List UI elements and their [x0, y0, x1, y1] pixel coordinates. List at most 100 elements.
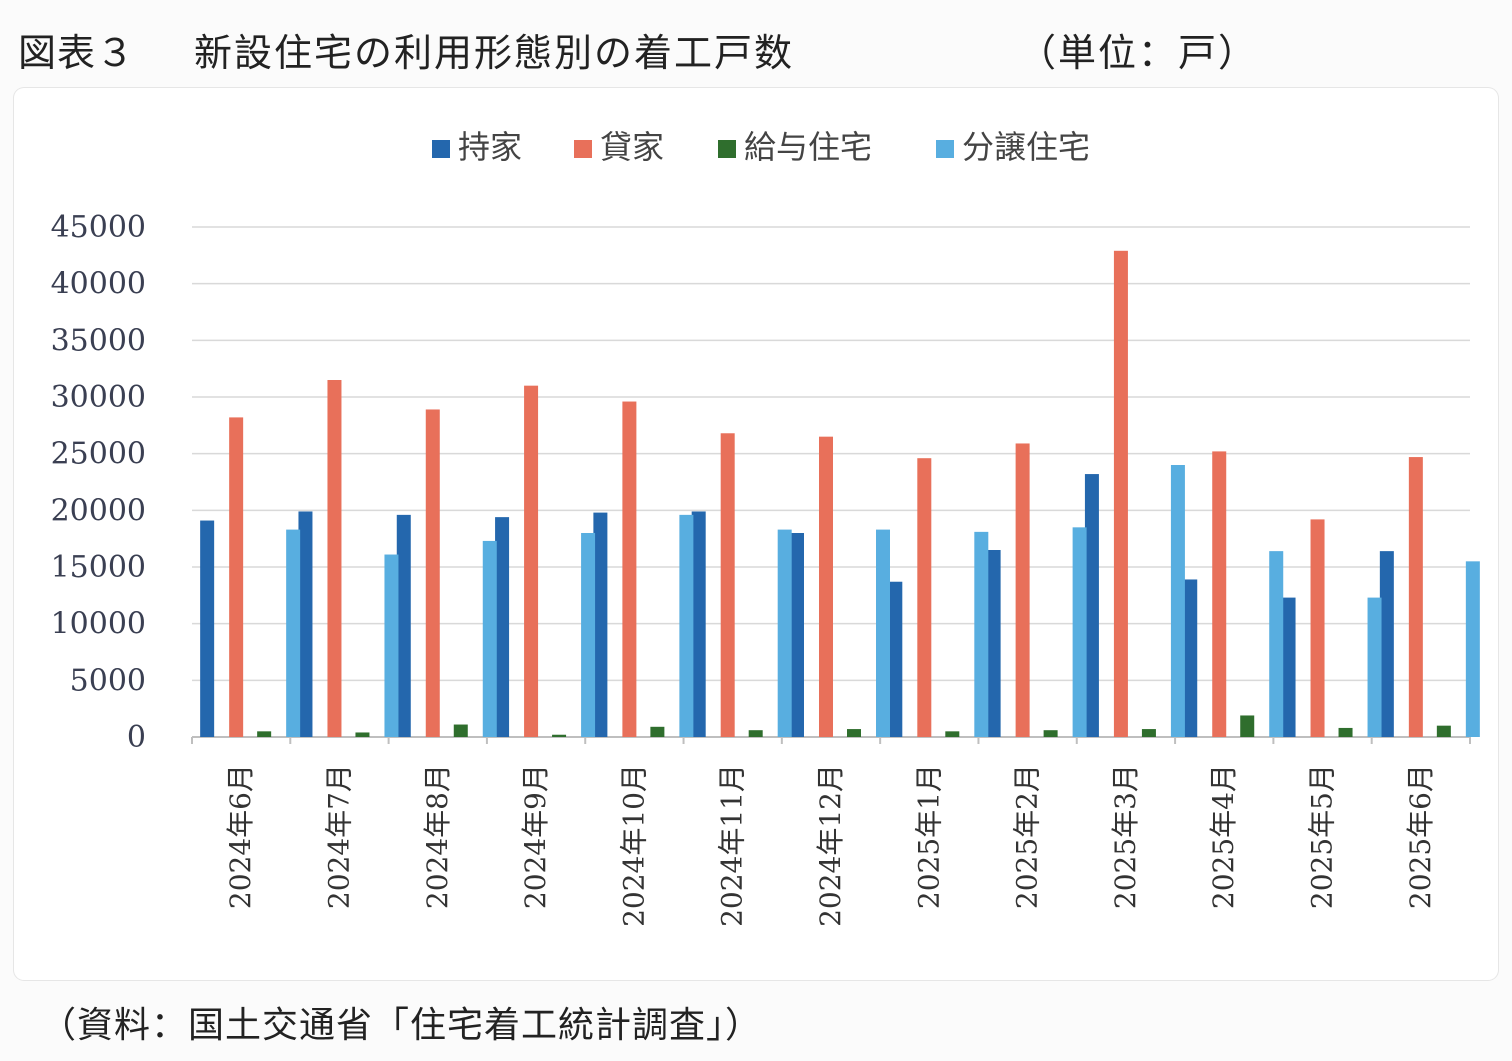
bar: [945, 731, 960, 737]
x-tick-label: 2024年9月: [519, 764, 552, 909]
bar: [847, 729, 861, 737]
bar: [720, 433, 735, 737]
x-tick-label: 2024年12月: [814, 764, 847, 927]
bar: [790, 533, 804, 737]
bar: [298, 511, 313, 737]
bar: [1084, 474, 1099, 737]
x-tick-label: 2025年6月: [1404, 764, 1437, 909]
x-tick-label: 2025年4月: [1207, 764, 1240, 909]
bar: [1141, 729, 1156, 737]
figure-label: 図表３: [18, 31, 136, 75]
bar: [777, 529, 792, 737]
x-tick-label: 2024年11月: [716, 764, 749, 927]
bar: [593, 512, 608, 737]
legend-label: 給与住宅: [744, 128, 872, 166]
x-tick-label: 2024年7月: [322, 764, 355, 909]
bar: [1338, 727, 1353, 737]
bar: [819, 436, 833, 737]
figure-title: 新設住宅の利用形態別の着工戸数: [194, 31, 795, 75]
y-axis: 0 5000 10000 15000 20000 25000 30000 35000 40000…: [51, 210, 146, 755]
bar: [986, 550, 1001, 737]
bar: [425, 409, 440, 737]
bar: [524, 385, 539, 737]
legend-label: 貸家: [600, 128, 664, 166]
bar: [974, 531, 989, 737]
bar: [1465, 561, 1480, 737]
bar: [384, 554, 399, 737]
bar: [1408, 457, 1423, 737]
series-給与住宅: [257, 715, 1451, 737]
bar: [1212, 451, 1227, 737]
bar: [1183, 579, 1198, 737]
unit-label: （単位：戸）: [1018, 31, 1259, 75]
legend-label: 分譲住宅: [962, 128, 1090, 166]
bar: [1367, 597, 1382, 737]
bar: [1281, 597, 1296, 737]
bar-chart: 持家 貸家 給与住宅 分譲住宅 0 5000 10000 15000 20000 25000 30…: [51, 128, 1480, 927]
bar: [650, 726, 665, 737]
bar: [622, 401, 637, 737]
bar: [229, 417, 244, 737]
bar: [691, 511, 706, 737]
bar: [1240, 715, 1255, 737]
y-tick-label: 10000: [51, 607, 146, 642]
series-分譲住宅: [286, 465, 1480, 737]
legend-item: 分譲住宅: [936, 128, 1090, 166]
bar: [888, 581, 903, 737]
y-tick-label: 45000: [51, 210, 146, 245]
legend-swatch: [432, 140, 450, 158]
y-tick-label: 15000: [51, 550, 146, 585]
x-tick-label: 2025年1月: [912, 764, 945, 909]
y-tick-label: 0: [127, 720, 146, 755]
legend-item: 貸家: [574, 128, 664, 166]
bar: [1015, 443, 1030, 737]
chart-panel: 持家 貸家 給与住宅 分譲住宅 0 5000 10000 15000 20000 25000 30…: [14, 88, 1498, 980]
y-tick-label: 35000: [51, 323, 146, 358]
bar: [1269, 551, 1284, 737]
legend-label: 持家: [458, 128, 522, 166]
bar: [748, 730, 763, 737]
bar: [917, 458, 932, 737]
legend-swatch: [936, 140, 954, 158]
bar: [679, 514, 694, 737]
y-tick-label: 5000: [70, 663, 146, 698]
bar: [482, 540, 497, 737]
y-tick-label: 25000: [51, 437, 146, 472]
x-tick-label: 2025年5月: [1306, 764, 1339, 909]
bar: [257, 731, 272, 737]
series-貸家: [229, 250, 1423, 738]
bar: [327, 380, 342, 737]
x-tick-label: 2024年6月: [224, 764, 257, 909]
y-tick-label: 40000: [51, 267, 146, 302]
y-tick-label: 30000: [51, 380, 146, 415]
bar: [200, 520, 215, 737]
bar: [552, 734, 567, 737]
bar: [1072, 527, 1087, 737]
x-tick-label: 2025年2月: [1011, 764, 1044, 909]
x-tick-label: 2024年8月: [421, 764, 454, 909]
bar: [1436, 725, 1451, 737]
bar: [495, 517, 510, 737]
x-tick-label: 2024年10月: [617, 764, 650, 927]
legend-swatch: [574, 140, 592, 158]
source-note: （資料：国土交通省「住宅着工統計調査」）: [40, 1005, 763, 1046]
bar: [355, 732, 370, 737]
y-tick-label: 20000: [51, 493, 146, 528]
bar: [453, 724, 468, 737]
bar: [396, 514, 411, 737]
bar: [876, 529, 890, 737]
chart-legend: 持家 貸家 給与住宅 分譲住宅: [432, 128, 1090, 166]
bar: [1310, 519, 1325, 737]
bar: [1043, 730, 1058, 737]
bars-group: [200, 250, 1480, 738]
legend-item: 給与住宅: [718, 128, 872, 166]
bar: [286, 529, 301, 737]
legend-item: 持家: [432, 128, 522, 166]
bar: [581, 533, 596, 737]
bar: [1379, 551, 1394, 737]
bar: [1113, 250, 1128, 738]
bar: [1170, 465, 1185, 737]
figure-header: 図表３ 新設住宅の利用形態別の着工戸数 （単位：戸）: [18, 22, 1512, 76]
x-tick-label: 2025年3月: [1109, 764, 1142, 909]
x-axis: 2024年6月 2024年7月 2024年8月 2024年9月 2024年10月 2024…: [191, 737, 1471, 927]
